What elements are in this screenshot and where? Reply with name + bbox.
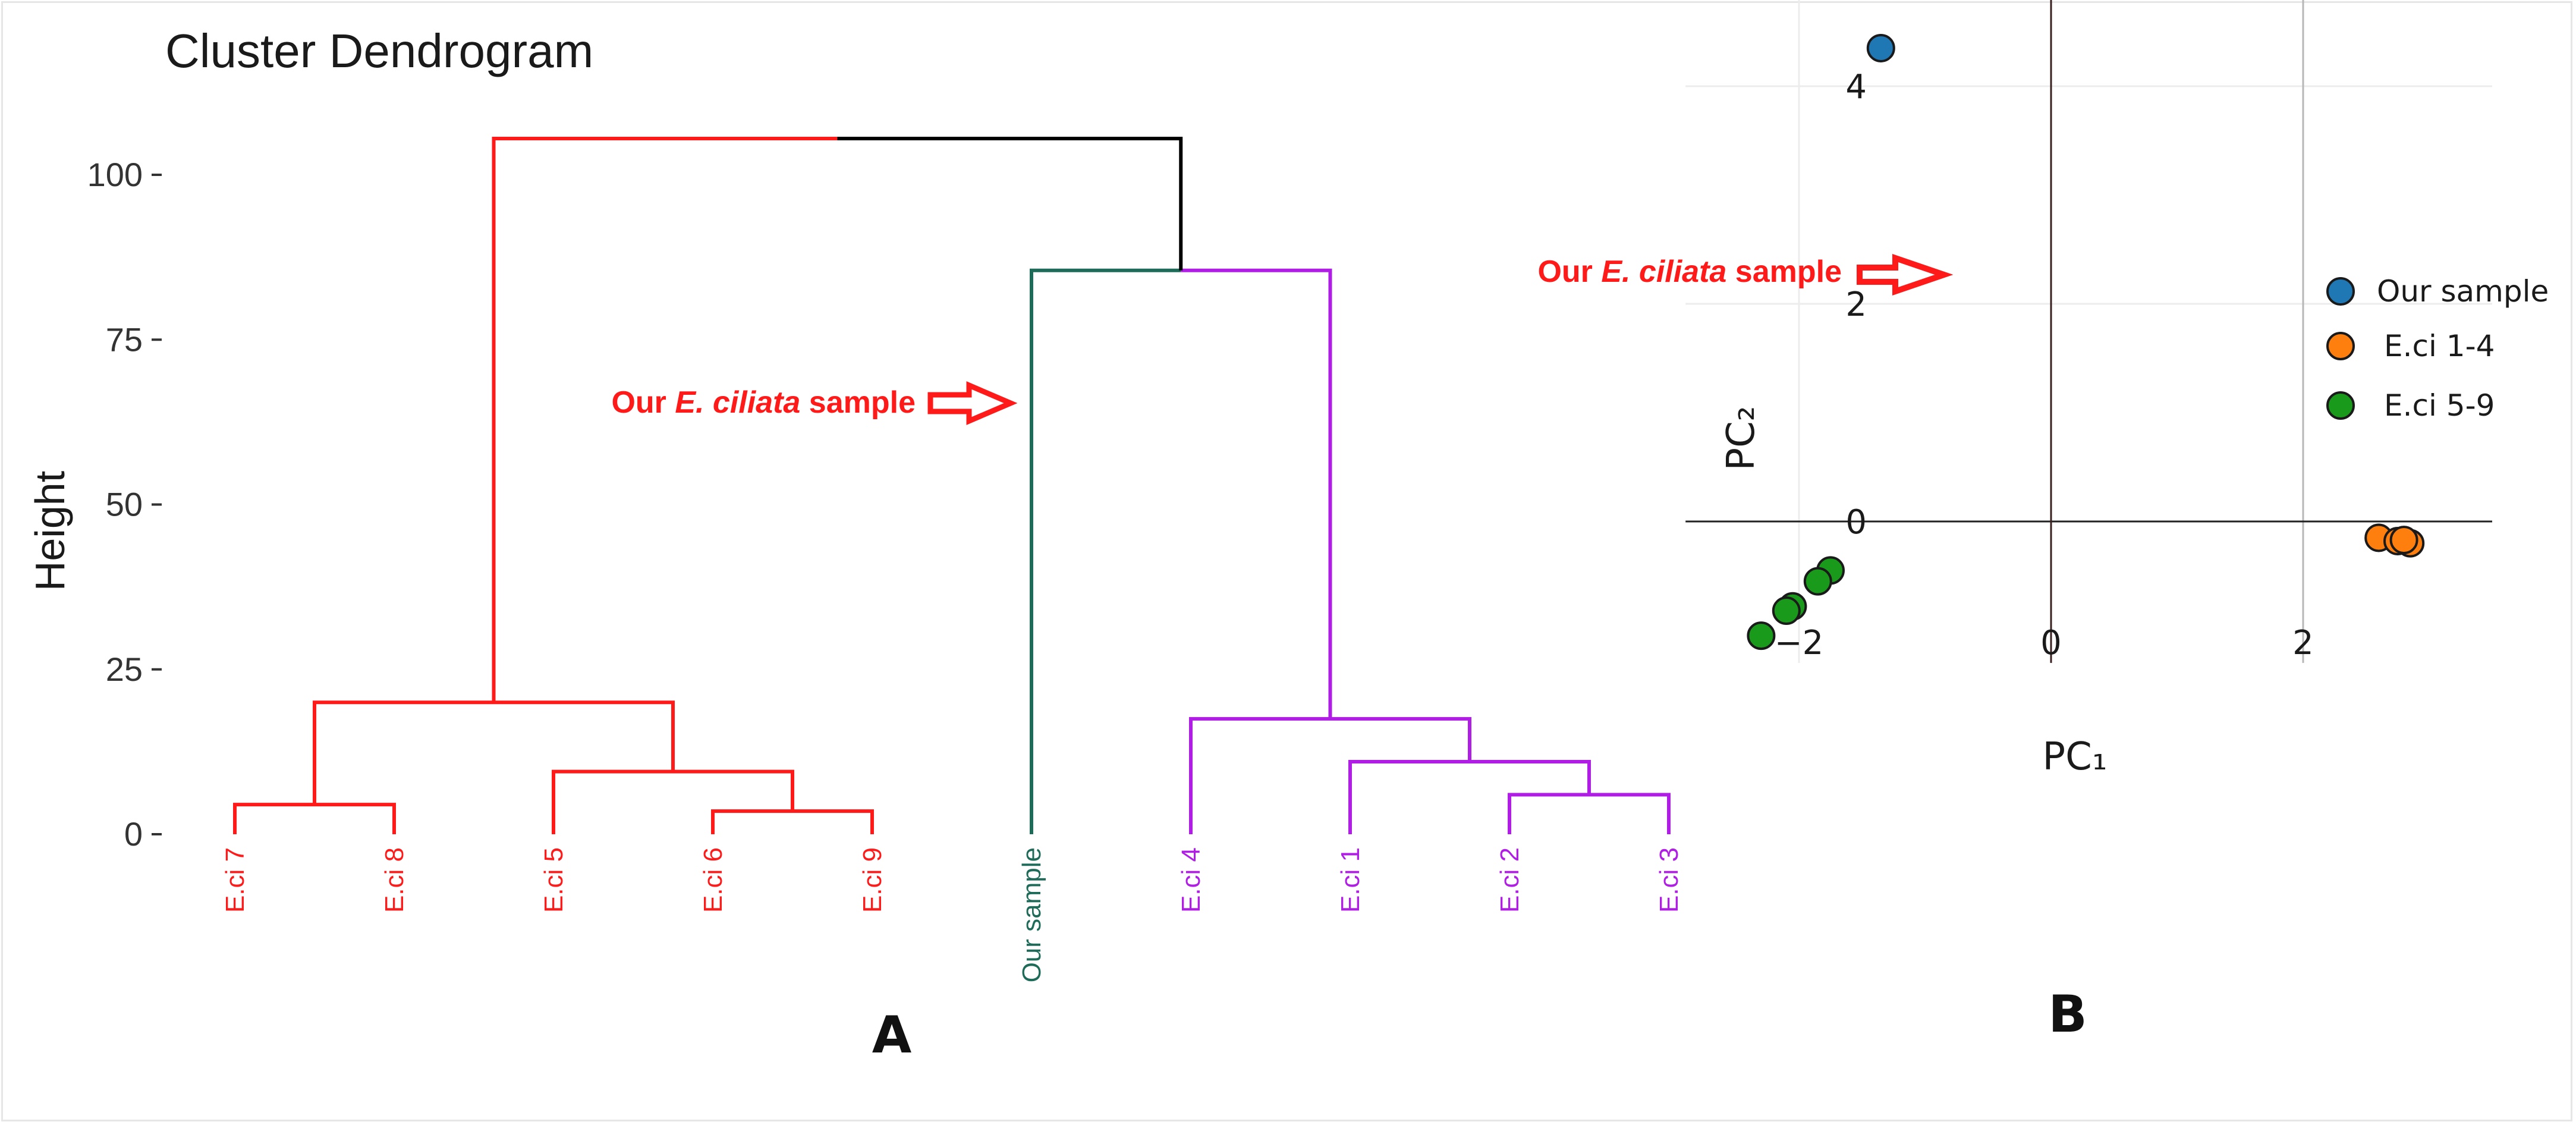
dendrogram-link [1589,793,1671,834]
annotation-species: E. ciliata [675,385,800,420]
dendrogram-link [1470,760,1591,795]
pca-panel: −2 0 2 0 2 4 PC₁ PC₂ Our E. ciliata sample Ou… [1537,0,2549,1044]
scatter-point [1747,621,1776,651]
leaf-label: E.ci 5 [539,847,568,913]
y-tick-label: 25 [106,651,143,688]
pca-axes [1685,0,2492,663]
leaf-label: E.ci 4 [1177,847,1206,913]
pca-gridlines [1685,0,2492,663]
legend-swatch [2326,277,2355,306]
x-tick-label: 0 [2040,624,2062,662]
pca-points [1747,33,2425,651]
scatter-point [1772,596,1801,626]
scatter-point [1866,33,1895,62]
y-tick-label: 75 [106,320,143,358]
y-tick-label: 0 [124,815,143,853]
legend-swatch [2326,391,2355,420]
dendrogram-link [314,803,396,834]
leaf-label: E.ci 6 [699,847,728,913]
pca-x-label: PC₁ [2043,735,2108,779]
dendrogram-leaf-labels: E.ci 7 E.ci 8 E.ci 5 E.ci 6 E.ci 9 Our sample… [221,847,1684,982]
dendrogram-link [1348,760,1470,834]
y-tick-label: 2 [1845,285,1867,324]
leaf-label: E.ci 8 [380,847,409,913]
annotation-species: E. ciliata [1601,254,1726,289]
x-tick-label: −2 [1775,624,1824,662]
arrow-right-icon [927,381,1018,425]
y-tick-label: 100 [87,156,143,193]
leaf-label: E.ci 1 [1336,847,1365,913]
dendrogram-link [233,803,314,834]
dendrogram-link [1330,717,1471,762]
legend-swatch [2326,332,2355,360]
dendrogram-links [233,137,1671,834]
dendrogram-link [313,700,494,805]
dendrogram-link [1030,268,1181,834]
dendrogram-panel: Cluster Dendrogram 0 25 50 75 100 Height E.c… [27,24,1684,1065]
pca-annotation-text: Our E. ciliata sample [1537,254,1842,289]
legend-label: Our sample [2377,274,2549,309]
annotation-suffix: sample [1726,254,1842,289]
dendrogram-link [792,809,874,834]
leaf-label: E.ci 3 [1655,847,1684,913]
dendrogram-annotation-text: Our E. ciliata sample [611,385,916,420]
dendrogram-annotation: Our E. ciliata sample [611,381,1018,425]
dendrogram-link [1508,793,1589,834]
scatter-point [2389,526,2418,555]
dendrogram-link [493,700,675,772]
scatter-point [1803,567,1832,596]
pca-tick-labels: −2 0 2 0 2 4 [1775,68,2314,662]
panel-label-b: B [2048,985,2087,1044]
dendrogram-link [1181,268,1332,719]
legend-label: E.ci 5-9 [2384,388,2495,423]
pca-annotation: Our E. ciliata sample [1537,254,1954,296]
leaf-label: Our sample [1017,847,1046,982]
annotation-prefix: Our [1537,254,1601,289]
annotation-prefix: Our [611,385,675,420]
dendrogram-y-axis: 0 25 50 75 100 [87,156,162,853]
y-tick-label: 4 [1845,68,1867,106]
pca-legend: Our sample E.ci 1-4 E.ci 5-9 [2326,274,2549,423]
dendrogram-title: Cluster Dendrogram [165,24,593,77]
dendrogram-link [1189,717,1331,834]
dendrogram-link [711,809,792,834]
annotation-suffix: sample [800,385,916,420]
legend-label: E.ci 1-4 [2384,329,2495,363]
x-tick-label: 2 [2292,624,2314,662]
leaf-label: E.ci 7 [221,847,250,913]
dendrogram-link [673,769,794,812]
y-tick-label: 50 [106,486,143,523]
leaf-label: E.ci 9 [858,847,887,913]
dendrogram-link [837,137,1183,271]
panel-label-a: A [872,1005,912,1065]
leaf-label: E.ci 2 [1495,847,1524,913]
pca-y-label: PC₂ [1719,406,1763,471]
dendrogram-link [492,137,838,703]
y-tick-label: 0 [1845,503,1867,542]
dendrogram-y-label: Height [27,471,73,591]
arrow-right-icon [1857,254,1954,296]
dendrogram-link [552,769,673,834]
